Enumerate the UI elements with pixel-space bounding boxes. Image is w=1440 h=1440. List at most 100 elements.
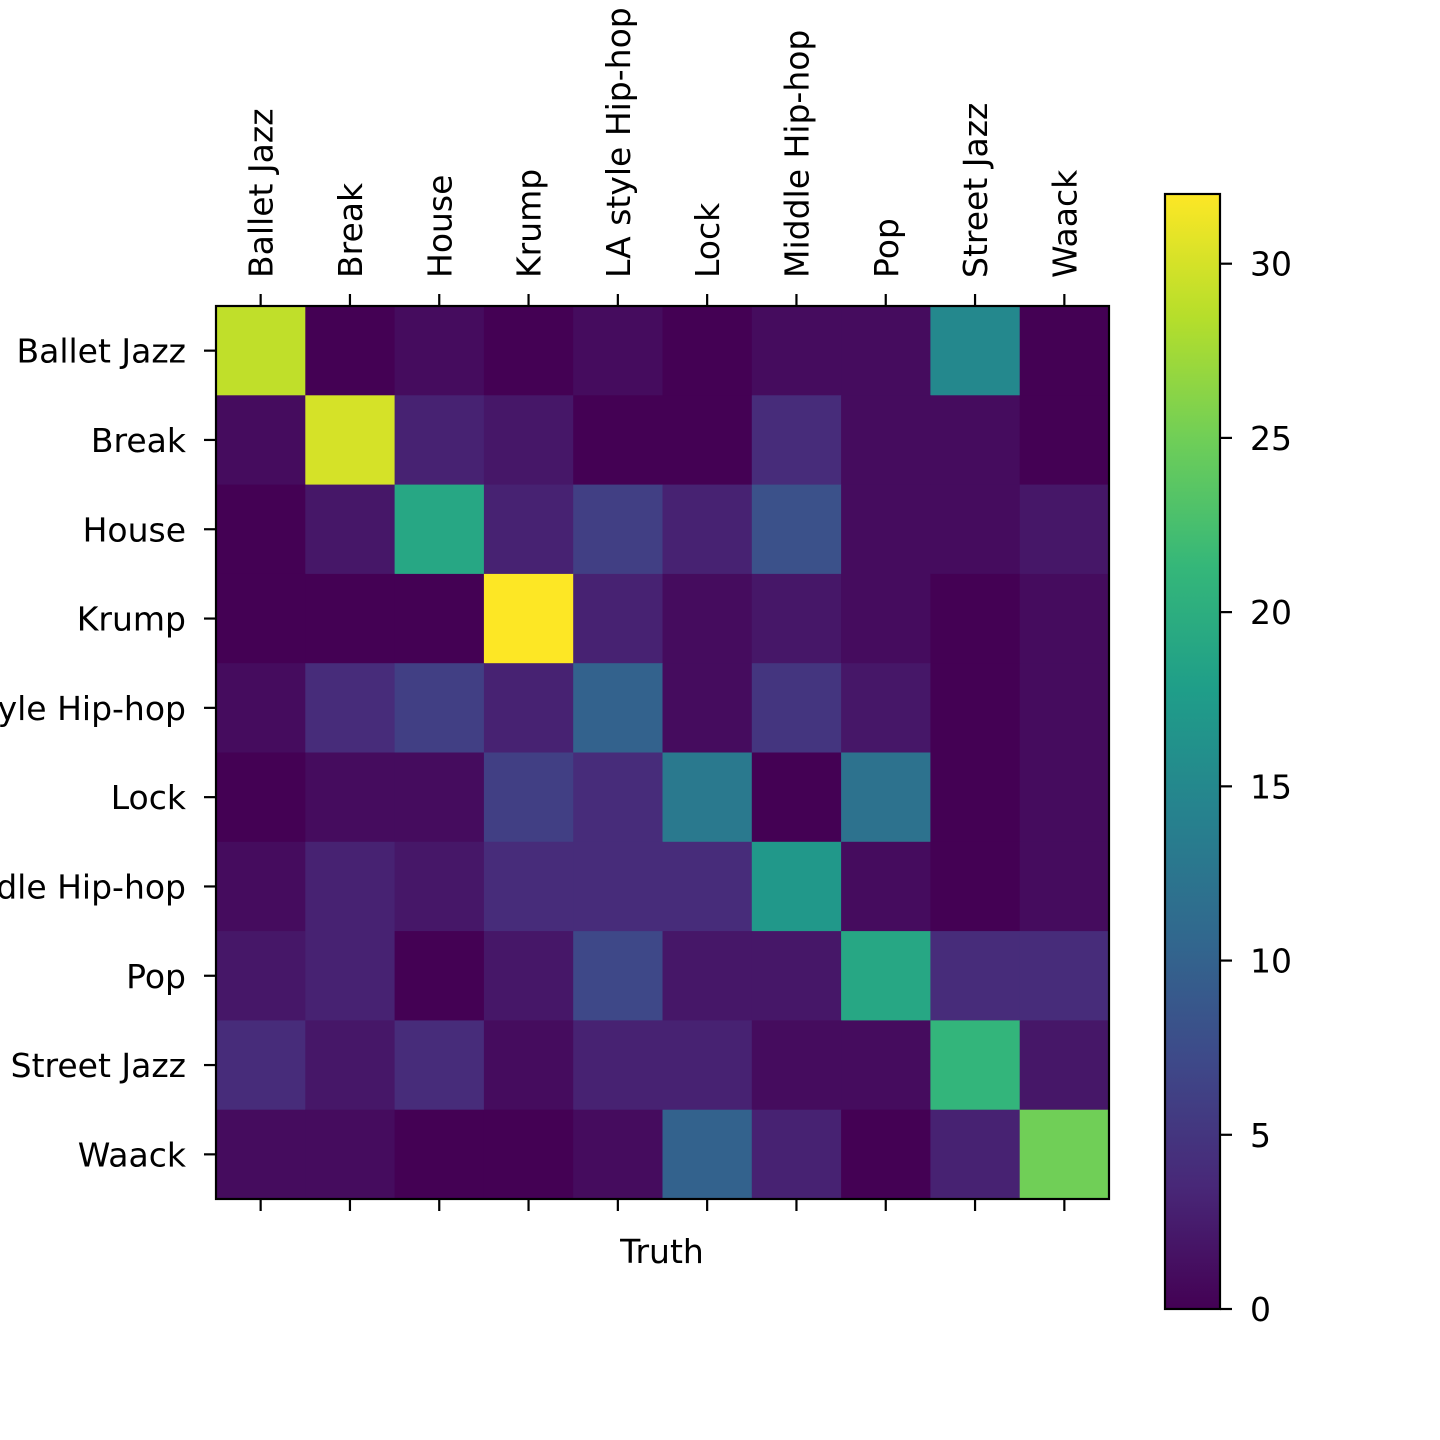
heatmap-cell bbox=[573, 1020, 664, 1111]
heatmap-cell bbox=[1019, 752, 1110, 843]
heatmap-cell bbox=[841, 306, 931, 396]
heatmap-cell bbox=[216, 484, 306, 575]
heatmap-cell bbox=[930, 484, 1021, 575]
heatmap-cell bbox=[751, 931, 842, 1021]
heatmap-cell bbox=[841, 1109, 931, 1200]
heatmap-cell bbox=[573, 752, 664, 843]
heatmap-cell bbox=[662, 663, 753, 754]
heatmap-cell bbox=[930, 841, 1021, 932]
x-tick-label: Break bbox=[331, 182, 370, 278]
heatmap-cell bbox=[305, 931, 396, 1021]
heatmap-cell bbox=[930, 1109, 1021, 1200]
heatmap-cell bbox=[305, 752, 396, 843]
heatmap-cell bbox=[305, 663, 396, 754]
heatmap-cell bbox=[1019, 931, 1110, 1021]
heatmap-cell bbox=[1019, 841, 1110, 932]
heatmap-cell bbox=[394, 663, 485, 754]
heatmap-cell bbox=[573, 395, 664, 486]
heatmap-cell bbox=[305, 484, 396, 575]
heatmap-cell bbox=[216, 931, 306, 1021]
x-tick-label: Krump bbox=[510, 169, 549, 278]
heatmap-cell bbox=[394, 395, 485, 486]
heatmap-cell bbox=[483, 931, 574, 1021]
colorbar-tick-label: 0 bbox=[1250, 1290, 1271, 1329]
heatmap-cell bbox=[841, 1020, 931, 1111]
heatmap-cell bbox=[930, 663, 1021, 754]
heatmap-cell bbox=[216, 841, 306, 932]
heatmap-cell bbox=[573, 306, 664, 396]
heatmap-cell bbox=[662, 931, 753, 1021]
heatmap-cell bbox=[483, 663, 574, 754]
heatmap-cell bbox=[1019, 1109, 1110, 1200]
heatmap-cell bbox=[1019, 663, 1110, 754]
heatmap-cell bbox=[305, 306, 396, 396]
heatmap-cell bbox=[751, 1020, 842, 1111]
heatmap-cell bbox=[573, 573, 664, 664]
x-tick-label: House bbox=[420, 175, 459, 278]
heatmap-cell bbox=[841, 752, 931, 843]
heatmap-cell bbox=[751, 484, 842, 575]
y-tick-label: Middle Hip-hop bbox=[0, 867, 186, 906]
colorbar-tick-label: 15 bbox=[1250, 767, 1292, 806]
heatmap-cell bbox=[483, 395, 574, 486]
heatmap-cell bbox=[216, 573, 306, 664]
heatmap-cell bbox=[394, 752, 485, 843]
y-tick-label: Break bbox=[91, 421, 187, 460]
y-tick-label: House bbox=[83, 510, 186, 549]
heatmap-cell bbox=[216, 752, 306, 843]
heatmap-cell bbox=[930, 752, 1021, 843]
heatmap-cell bbox=[483, 1109, 574, 1200]
heatmap-cell bbox=[305, 841, 396, 932]
plot-frame bbox=[214, 304, 1111, 1201]
heatmap-cells bbox=[216, 306, 1110, 1200]
x-tick-label: Ballet Jazz bbox=[242, 108, 281, 278]
heatmap-cell bbox=[662, 752, 753, 843]
heatmap-cell bbox=[573, 484, 664, 575]
heatmap-cell bbox=[1019, 573, 1110, 664]
heatmap-cell bbox=[305, 1109, 396, 1200]
heatmap-cell bbox=[305, 1020, 396, 1111]
y-tick-label: Krump bbox=[77, 600, 186, 639]
y-tick-label: LA style Hip-hop bbox=[0, 689, 186, 728]
x-axis-label: Truth bbox=[619, 1232, 704, 1271]
heatmap-cell bbox=[841, 663, 931, 754]
heatmap-cell bbox=[751, 395, 842, 486]
heatmap-cell bbox=[841, 931, 931, 1021]
colorbar-tick-label: 10 bbox=[1250, 942, 1292, 981]
heatmap-cell bbox=[216, 1109, 306, 1200]
heatmap-cell bbox=[216, 306, 306, 396]
heatmap-cell bbox=[394, 841, 485, 932]
heatmap-cell bbox=[662, 1109, 753, 1200]
colorbar-tick-label: 25 bbox=[1250, 419, 1292, 458]
heatmap-cell bbox=[841, 395, 931, 486]
y-tick-label: Ballet Jazz bbox=[16, 332, 186, 371]
y-axis-ticks: Ballet Jazz Break House Krump LA style Hip-h… bbox=[0, 332, 216, 1174]
x-tick-label: Street Jazz bbox=[956, 103, 995, 278]
colorbar-ticks: 0 5 10 15 20 25 30 bbox=[1220, 245, 1292, 1329]
heatmap-cell bbox=[394, 306, 485, 396]
heatmap-cell bbox=[930, 1020, 1021, 1111]
heatmap-cell bbox=[841, 573, 931, 664]
heatmap-cell bbox=[662, 306, 753, 396]
heatmap-cell bbox=[662, 573, 753, 664]
heatmap-cell bbox=[573, 663, 664, 754]
y-tick-label: Waack bbox=[78, 1135, 187, 1174]
heatmap-cell bbox=[305, 395, 396, 486]
heatmap-cell bbox=[394, 1109, 485, 1200]
heatmap-cell bbox=[930, 573, 1021, 664]
heatmap-cell bbox=[216, 663, 306, 754]
heatmap-cell bbox=[841, 484, 931, 575]
heatmap-cell bbox=[483, 752, 574, 843]
heatmap-cell bbox=[1019, 484, 1110, 575]
heatmap-cell bbox=[483, 1020, 574, 1111]
y-tick-label: Street Jazz bbox=[11, 1046, 186, 1085]
heatmap-cell bbox=[662, 484, 753, 575]
heatmap-cell bbox=[394, 1020, 485, 1111]
heatmap-cell bbox=[216, 395, 306, 486]
heatmap-cell bbox=[483, 841, 574, 932]
colorbar-tick-label: 20 bbox=[1250, 593, 1292, 632]
y-tick-label: Lock bbox=[111, 778, 187, 817]
y-tick-label: Pop bbox=[126, 957, 186, 996]
heatmap-cell bbox=[394, 573, 485, 664]
